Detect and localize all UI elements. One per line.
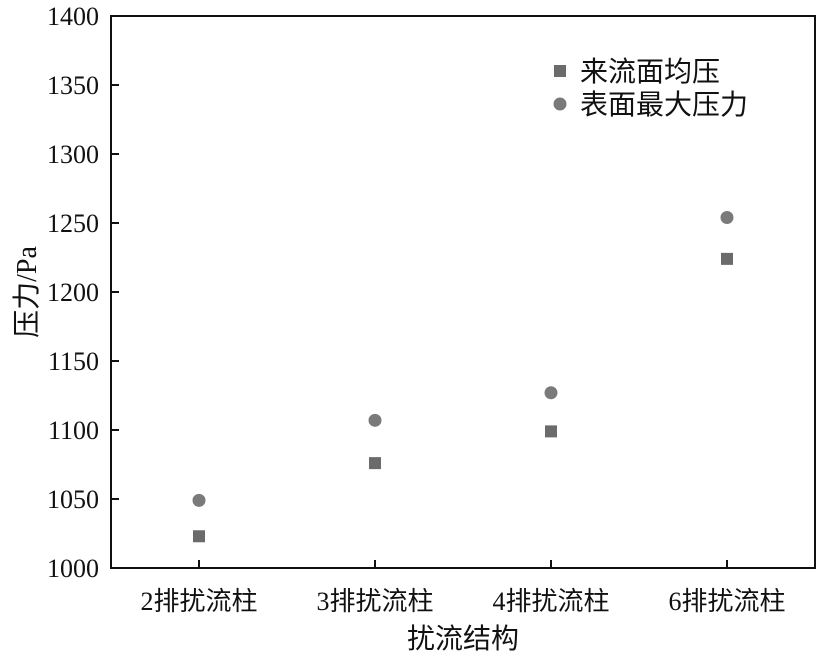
y-tick-label: 1400 [47, 2, 99, 31]
x-tick-label: 4排扰流柱 [492, 587, 609, 616]
legend-label: 表面最大压力 [580, 89, 748, 121]
y-tick-label: 1150 [48, 347, 99, 376]
point-square [721, 252, 733, 265]
point-circle [192, 493, 206, 507]
y-tick-label: 1000 [47, 554, 99, 583]
y-tick-label: 1350 [47, 71, 99, 100]
data-points [192, 210, 734, 543]
x-axis-ticks: 2排扰流柱 3排扰流柱 4排扰流柱 6排扰流柱 [140, 560, 786, 616]
y-axis-ticks: 1000 1050 1100 1150 1200 1250 1300 1350 1400 [47, 2, 119, 583]
y-tick-label: 1100 [48, 416, 99, 445]
x-tick-label: 3排扰流柱 [316, 587, 433, 616]
legend-label: 来流面均压 [580, 56, 720, 88]
point-circle [544, 386, 558, 400]
y-tick-label: 1200 [47, 278, 99, 307]
x-tick-label: 6排扰流柱 [668, 587, 785, 616]
point-square [545, 425, 557, 438]
point-square [369, 457, 381, 470]
y-tick-label: 1300 [47, 140, 99, 169]
y-tick-label: 1050 [47, 485, 99, 514]
legend-marker-square [554, 65, 566, 77]
y-tick-label: 1250 [47, 209, 99, 238]
legend-marker-circle [553, 97, 567, 111]
y-axis-title: 压力/Pa [11, 246, 43, 338]
x-axis-title: 扰流结构 [407, 623, 519, 655]
point-circle [368, 413, 382, 427]
point-square [193, 530, 205, 543]
point-circle [720, 210, 734, 224]
x-tick-label: 2排扰流柱 [140, 587, 257, 616]
